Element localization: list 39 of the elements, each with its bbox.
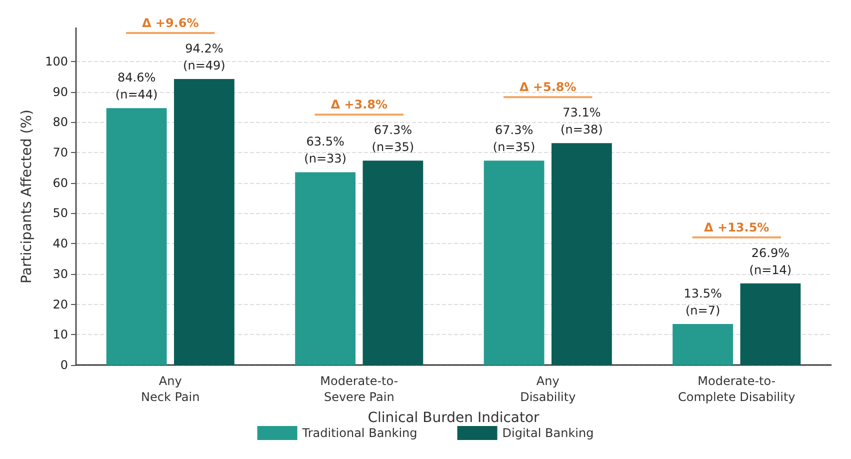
x-tick-label: Any Neck Pain bbox=[141, 374, 200, 404]
data-label: 67.3% (n=35) bbox=[492, 123, 536, 154]
data-label: 84.6% (n=44) bbox=[115, 70, 158, 102]
bar bbox=[295, 172, 356, 365]
data-label: 67.3% (n=35) bbox=[372, 123, 414, 154]
y-tick-label: 40 bbox=[52, 236, 68, 251]
x-tick-label: Moderate-to- Complete Disability bbox=[678, 374, 796, 404]
bar bbox=[484, 160, 544, 365]
x-axis-title: Clinical Burden Indicator bbox=[368, 410, 540, 426]
y-tick-label: 100 bbox=[45, 54, 68, 68]
y-tick-label: 0 bbox=[60, 358, 68, 372]
y-tick-label: 80 bbox=[52, 115, 68, 130]
y-tick-label: 20 bbox=[52, 297, 68, 312]
data-label: 63.5% (n=33) bbox=[304, 134, 346, 166]
y-tick-label: 30 bbox=[52, 266, 68, 281]
bar bbox=[106, 108, 167, 365]
data-label: 26.9% (n=14) bbox=[749, 246, 792, 277]
y-tick-label: 50 bbox=[52, 206, 68, 220]
data-label: 13.5% (n=7) bbox=[684, 286, 722, 318]
y-tick-label: 60 bbox=[52, 176, 68, 190]
bar bbox=[672, 324, 733, 365]
bar bbox=[740, 283, 801, 365]
data-label: 73.1% (n=38) bbox=[560, 106, 603, 137]
bar bbox=[174, 79, 234, 365]
legend-label: Traditional Banking bbox=[301, 426, 418, 440]
legend-label: Digital Banking bbox=[502, 426, 594, 440]
annotation: Δ +9.6% bbox=[142, 16, 199, 30]
y-tick-label: 70 bbox=[52, 145, 68, 160]
data-label: 94.2% (n=49) bbox=[183, 42, 226, 73]
y-tick-label: 90 bbox=[52, 84, 68, 99]
y-tick-label: 10 bbox=[52, 328, 68, 342]
annotation: Δ +3.8% bbox=[330, 98, 388, 112]
bar bbox=[552, 143, 612, 365]
bar bbox=[362, 160, 424, 365]
annotation: Δ +13.5% bbox=[704, 220, 770, 234]
x-tick-label: Any Disability bbox=[520, 374, 576, 404]
y-axis-title: Participants Affected (%) bbox=[19, 110, 36, 284]
x-tick-label: Moderate-to- Severe Pain bbox=[320, 374, 398, 404]
annotation: Δ +5.8% bbox=[519, 80, 576, 94]
